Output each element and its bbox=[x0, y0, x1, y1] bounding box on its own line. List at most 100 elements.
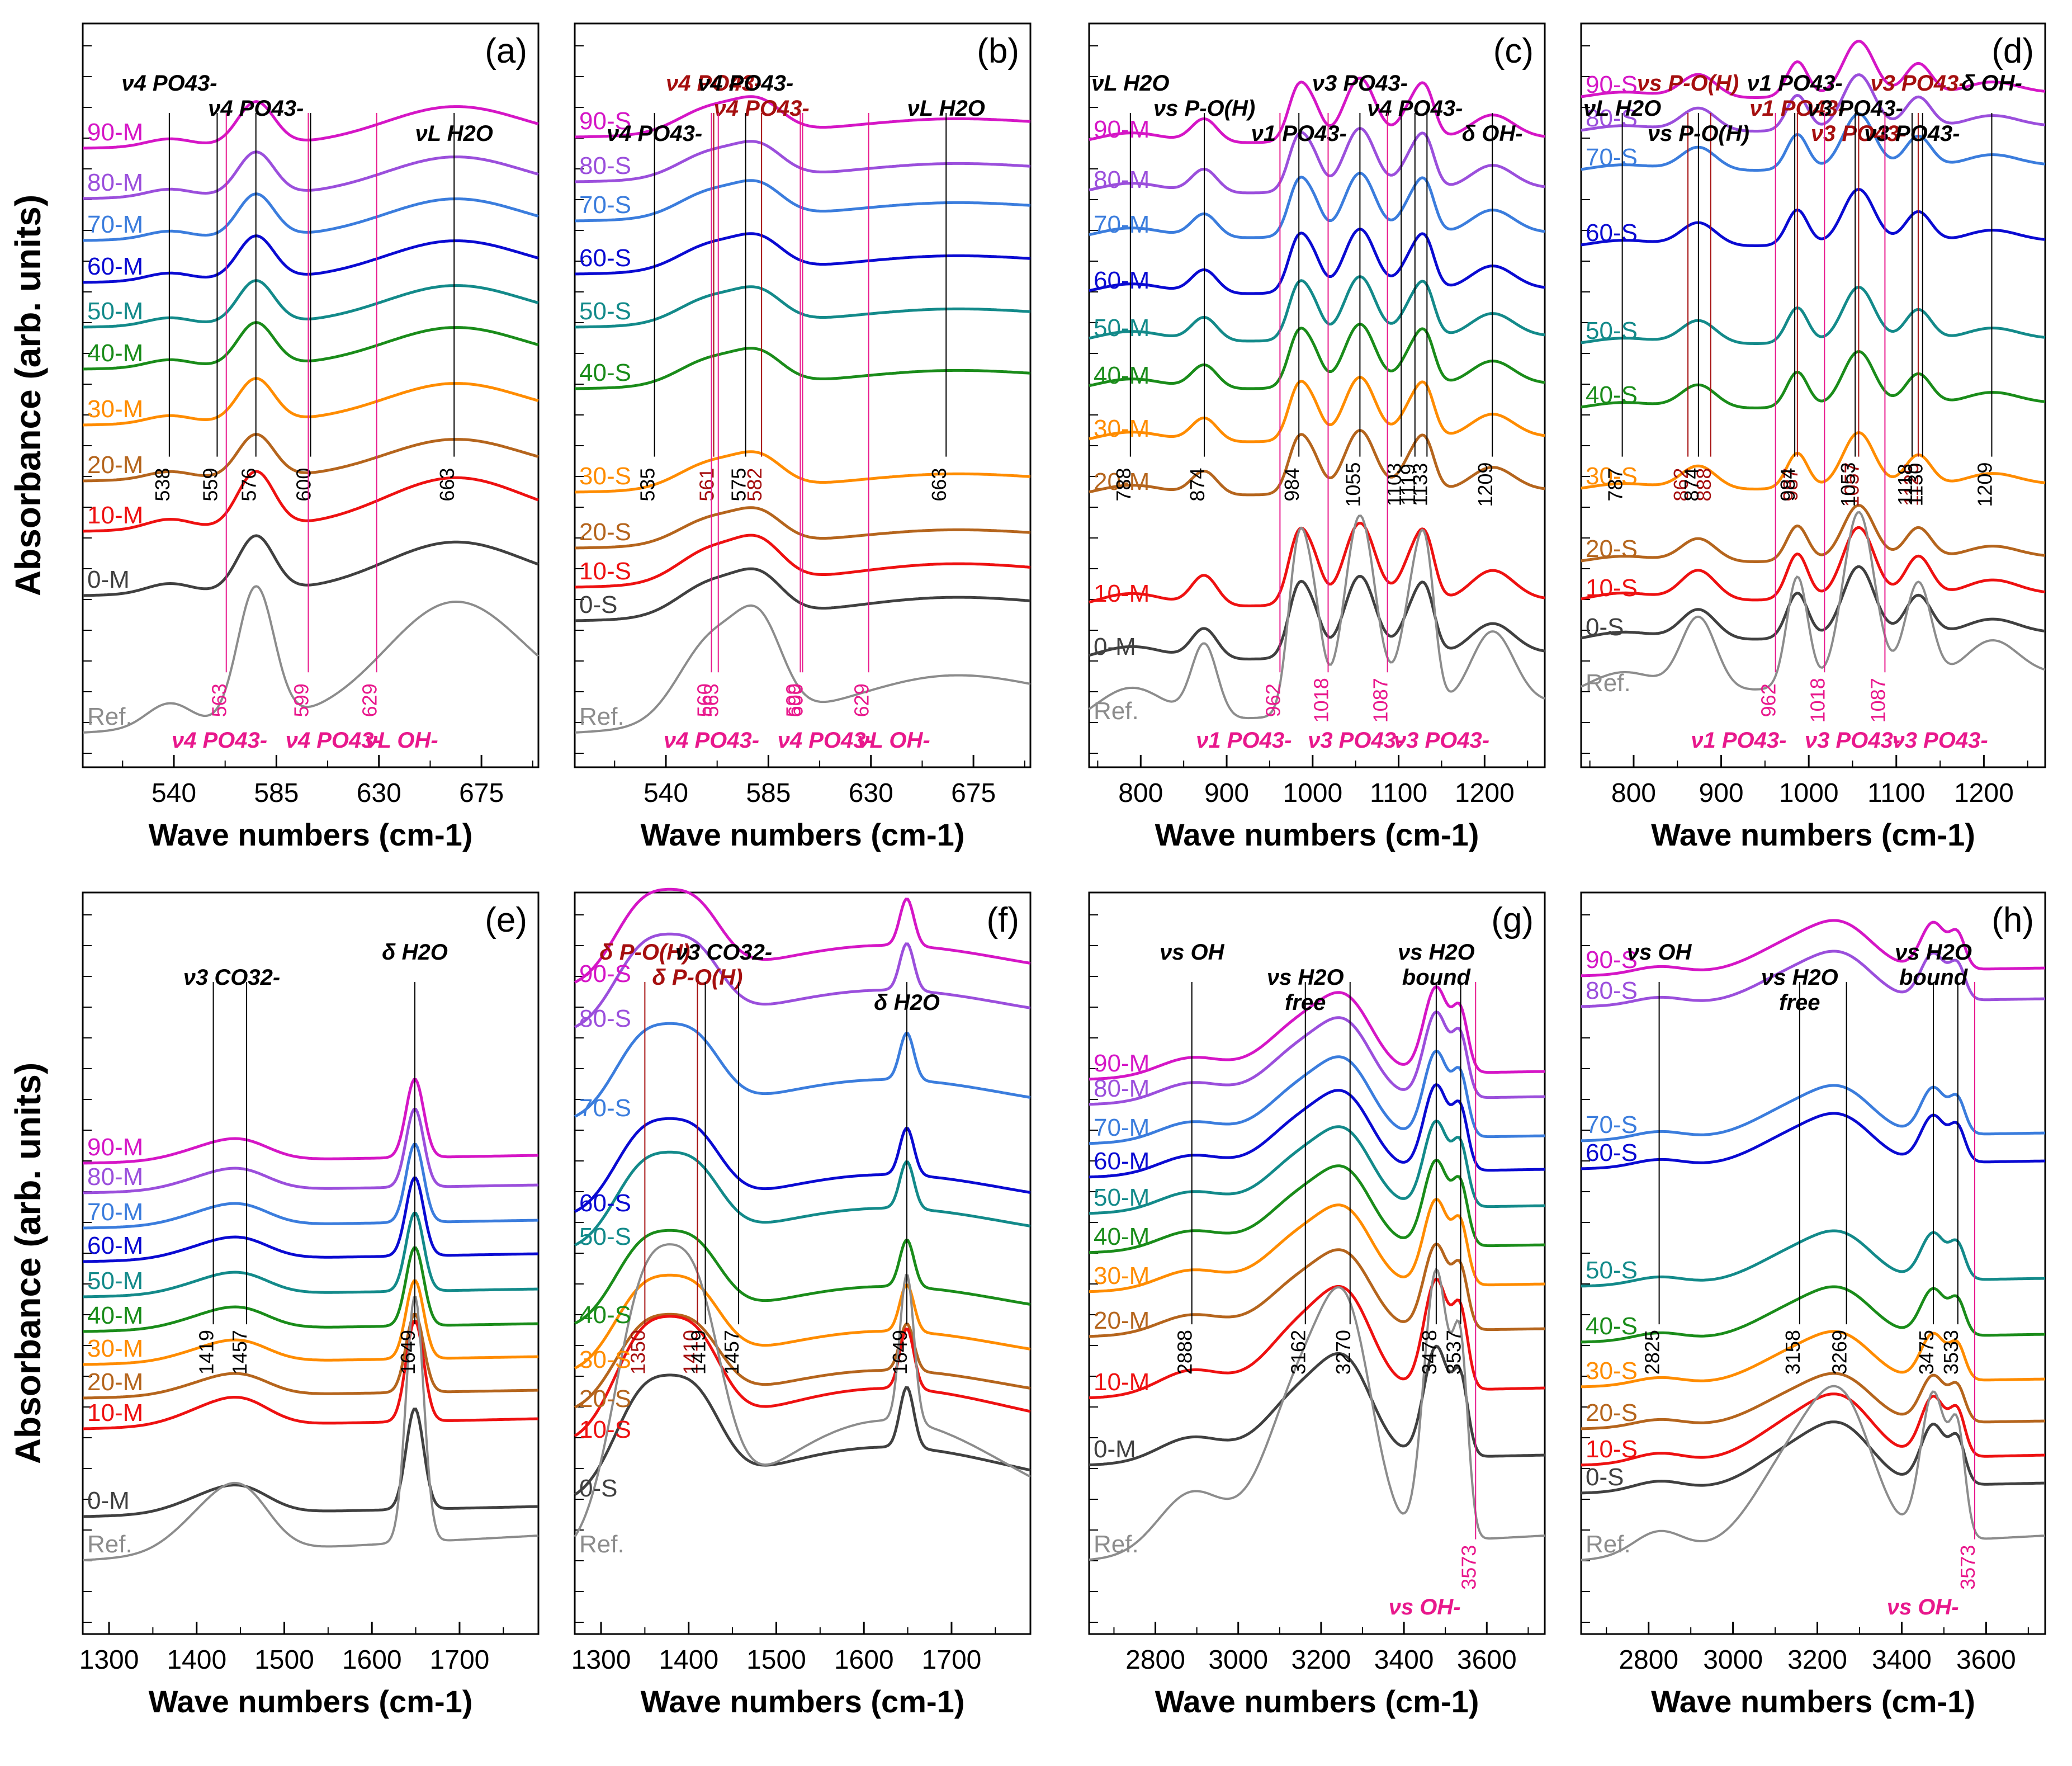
x-tick-label: 585 bbox=[746, 778, 791, 808]
x-tick-label: 800 bbox=[1611, 778, 1656, 808]
spectrum-30-M bbox=[82, 1279, 539, 1366]
series-label: 50-M bbox=[87, 298, 143, 325]
spectrum-Ref. bbox=[574, 1243, 1031, 1538]
series-label: Ref. bbox=[87, 1531, 133, 1558]
panel-label: (h) bbox=[1991, 901, 2034, 939]
peak-value-label: 560 bbox=[693, 683, 716, 717]
peak-value-label: 888 bbox=[1692, 468, 1715, 502]
panel-label: (f) bbox=[986, 901, 1019, 939]
spectrum-80-M bbox=[1089, 127, 1545, 195]
series-label: 40-S bbox=[1586, 1312, 1638, 1340]
x-tick-label: 1600 bbox=[342, 1645, 402, 1675]
series-label: 80-S bbox=[579, 152, 631, 180]
x-tick-label: 630 bbox=[849, 778, 893, 808]
series-label: 90-M bbox=[87, 119, 143, 146]
peak-value-label: 962 bbox=[1261, 683, 1284, 717]
band-assignment-label: δ P-O(H) bbox=[599, 940, 690, 965]
peak-value-label: 629 bbox=[358, 683, 381, 717]
x-tick-label: 900 bbox=[1204, 778, 1249, 808]
series-label: 70-M bbox=[87, 211, 143, 238]
x-tick-label: 675 bbox=[459, 778, 504, 808]
series-label: 40-M bbox=[87, 339, 143, 367]
band-assignment-label: ν3 PO43- bbox=[1870, 71, 1966, 96]
series-label: 10-M bbox=[1094, 1368, 1149, 1396]
spectrum-70-M bbox=[82, 1143, 539, 1230]
spectrum-80-M bbox=[1089, 1010, 1545, 1106]
band-assignment-label: ν4 PO43- bbox=[666, 71, 761, 96]
series-label: 40-S bbox=[1586, 381, 1638, 409]
band-assignment-label: ν3 CO32- bbox=[183, 965, 280, 990]
band-assignment-label: ν4 PO43- bbox=[698, 71, 793, 96]
spectrum-Ref. bbox=[574, 604, 1031, 734]
spectrum-0-M bbox=[1089, 574, 1545, 660]
series-label: 60-M bbox=[87, 253, 143, 280]
spectrum-40-S bbox=[574, 1229, 1031, 1325]
series-label: 50-M bbox=[87, 1267, 143, 1295]
x-tick-label: 1000 bbox=[1283, 778, 1342, 808]
band-assignment-label: δ H2O bbox=[382, 940, 448, 965]
x-tick-label: 3400 bbox=[1872, 1645, 1932, 1675]
spectrum-10-M bbox=[82, 1320, 539, 1430]
spectrum-90-S bbox=[1581, 919, 2046, 978]
series-label: 0-M bbox=[1094, 1436, 1136, 1463]
series-label: 80-M bbox=[1094, 1075, 1149, 1102]
band-assignment-label: νs H2O bbox=[1895, 940, 1972, 965]
spectrum-90-S bbox=[574, 887, 1031, 984]
peak-value-label: 3270 bbox=[1332, 1330, 1355, 1375]
peak-value-label: 962 bbox=[1757, 683, 1780, 717]
spectrum-90-M bbox=[82, 1078, 539, 1165]
series-label: 80-M bbox=[1094, 166, 1149, 193]
peak-value-label: 582 bbox=[743, 468, 766, 502]
x-axis-label: Wave numbers (cm-1) bbox=[1651, 1684, 1975, 1719]
x-tick-label: 630 bbox=[357, 778, 401, 808]
band-assignment-label: ν3 PO43- bbox=[1312, 71, 1408, 96]
series-label: 40-M bbox=[1094, 1223, 1149, 1250]
series-label: 40-S bbox=[579, 1301, 631, 1329]
series-label: 80-M bbox=[87, 1163, 143, 1191]
panel-frame bbox=[1088, 891, 1546, 1635]
spectrum-20-S bbox=[574, 1312, 1031, 1409]
spectrum-40-M bbox=[82, 1246, 539, 1333]
spectrum-40-M bbox=[1089, 323, 1545, 390]
series-label: 20-S bbox=[1586, 1399, 1638, 1427]
series-label: 10-S bbox=[579, 558, 631, 585]
series-label: 70-S bbox=[579, 1094, 631, 1122]
band-assignment-label: ν3 PO43- bbox=[1892, 728, 1988, 753]
series-label: 30-S bbox=[579, 1346, 631, 1373]
band-assignment-label: νs OH bbox=[1627, 940, 1692, 965]
series-label: 0-M bbox=[87, 1487, 130, 1514]
spectrum-30-M bbox=[1089, 376, 1545, 443]
panel-label: (g) bbox=[1491, 901, 1534, 939]
peak-value-label: 3158 bbox=[1781, 1330, 1804, 1375]
spectrum-50-S bbox=[1581, 286, 2046, 345]
series-label: 70-S bbox=[1586, 1111, 1638, 1139]
x-tick-label: 3200 bbox=[1787, 1645, 1847, 1675]
x-axis-label: Wave numbers (cm-1) bbox=[1155, 817, 1479, 852]
band-assignment-label: νs OH bbox=[1160, 940, 1225, 965]
series-label: 30-S bbox=[1586, 1357, 1638, 1385]
series-label: 60-S bbox=[1586, 219, 1638, 247]
series-label: 80-M bbox=[87, 169, 143, 196]
x-tick-label: 1300 bbox=[79, 1645, 139, 1675]
x-axis-label: Wave numbers (cm-1) bbox=[641, 1684, 965, 1719]
spectrum-0-S bbox=[1581, 1420, 2046, 1495]
series-label: 70-S bbox=[579, 191, 631, 219]
peak-value-label: 1087 bbox=[1866, 678, 1889, 723]
x-tick-label: 1000 bbox=[1779, 778, 1839, 808]
panel-label: (c) bbox=[1493, 32, 1534, 70]
peak-value-label: 1119 bbox=[1397, 464, 1420, 506]
series-label: Ref. bbox=[1094, 1531, 1139, 1558]
peak-value-label: 1419 bbox=[195, 1330, 218, 1375]
spectrum-10-M bbox=[82, 470, 539, 533]
series-label: 60-M bbox=[1094, 1148, 1149, 1175]
series-label: 40-M bbox=[1094, 362, 1149, 389]
peak-value-label: 576 bbox=[238, 468, 261, 502]
spectrum-70-S bbox=[1581, 1084, 2046, 1142]
x-tick-label: 3400 bbox=[1374, 1645, 1434, 1675]
series-label: 60-M bbox=[1094, 267, 1149, 294]
band-assignment-label: ν3 CO32- bbox=[675, 940, 772, 965]
spectrum-50-M bbox=[82, 1212, 539, 1298]
series-label: 50-S bbox=[579, 298, 631, 325]
series-label: 20-M bbox=[1094, 468, 1149, 495]
peak-value-label: 561 bbox=[696, 468, 718, 502]
